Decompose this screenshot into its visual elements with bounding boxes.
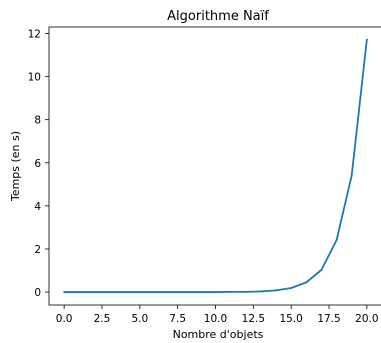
data-point	[169, 291, 171, 293]
data-point	[229, 290, 232, 293]
data-point	[184, 291, 187, 293]
y-tick-label: 10	[28, 72, 41, 84]
y-tick-label: 0	[34, 287, 41, 299]
data-point	[260, 290, 262, 293]
data-point	[320, 268, 323, 271]
data-point	[93, 291, 96, 293]
x-tick-label: 10.0	[204, 313, 227, 325]
series-line-group	[63, 38, 368, 293]
x-tick-label: 20.0	[355, 313, 378, 325]
y-tick-label: 6	[34, 158, 41, 170]
data-point	[154, 291, 156, 293]
data-point	[138, 291, 141, 293]
x-tick-label: 12.5	[242, 313, 265, 325]
plot-frame	[48, 26, 381, 306]
data-point	[275, 289, 277, 292]
x-tick-label: 5.0	[131, 313, 148, 325]
data-point	[63, 291, 66, 293]
data-point	[199, 291, 202, 293]
y-tick-label: 8	[34, 115, 41, 127]
series-line	[64, 39, 368, 293]
x-axis: 0.0 2.5 5.0 7.5 10.0 12.5 15.0 17.5 20.0	[56, 305, 379, 325]
y-tick-label: 2	[34, 244, 41, 256]
x-tick-label: 2.5	[94, 313, 111, 325]
x-axis-label: Nombre d'objets	[173, 328, 264, 341]
x-tick-label: 17.5	[317, 313, 340, 325]
y-tick-label: 12	[28, 28, 41, 40]
data-point	[365, 38, 368, 41]
chart-title: Algorithme Naïf	[167, 9, 269, 24]
y-axis: 0 2 4 6 8 10 12	[28, 28, 49, 299]
x-tick-label: 15.0	[279, 313, 302, 325]
data-point	[214, 291, 217, 293]
data-point	[244, 290, 247, 293]
data-point	[78, 291, 81, 293]
data-point	[350, 174, 353, 177]
data-point	[335, 239, 338, 242]
data-point	[123, 291, 126, 293]
data-point	[108, 291, 111, 293]
data-point	[290, 287, 293, 289]
x-tick-label: 7.5	[169, 313, 186, 325]
y-axis-label: Temps (en s)	[9, 131, 22, 202]
data-point	[305, 281, 308, 284]
x-tick-label: 0.0	[56, 313, 73, 325]
y-tick-label: 4	[34, 201, 41, 213]
